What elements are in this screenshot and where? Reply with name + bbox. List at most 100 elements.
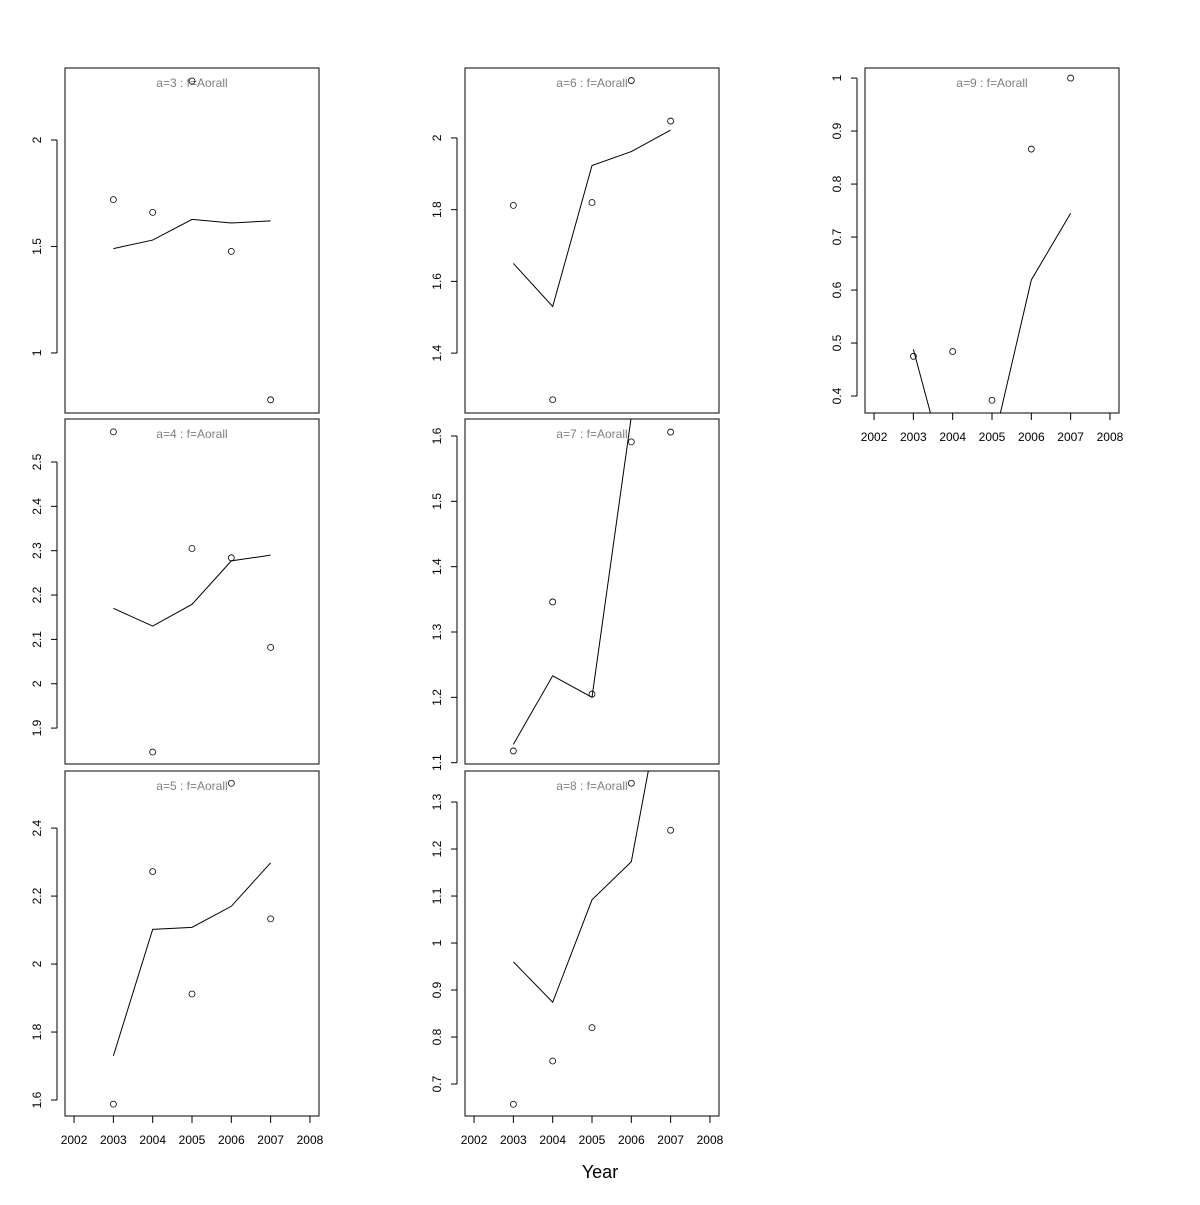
plot-area [109, 428, 275, 756]
plot-area [509, 771, 675, 1108]
x-axis-label: Year [582, 1162, 618, 1182]
x-tick-label: 2006 [1018, 430, 1045, 444]
y-tick-label: 1 [30, 349, 44, 356]
x-tick-label: 2005 [179, 1133, 206, 1147]
x-tick-label: 2007 [657, 1133, 684, 1147]
data-point [509, 201, 517, 209]
y-tick-label: 1.2 [430, 840, 444, 857]
x-tick-label: 2002 [861, 430, 888, 444]
y-tick-label: 0.6 [830, 281, 844, 298]
y-tick-label: 1.5 [430, 493, 444, 510]
y-tick-label: 1.2 [430, 689, 444, 706]
plot-area [909, 74, 1075, 413]
panel-frame [464, 418, 720, 765]
data-point [267, 396, 275, 404]
y-tick-label: 1.4 [430, 344, 444, 361]
x-tick-label: 2003 [900, 430, 927, 444]
data-point [549, 396, 557, 404]
data-point [1067, 74, 1075, 82]
y-tick-label: 2.2 [30, 586, 44, 603]
data-point [588, 1024, 596, 1032]
fit-line [112, 862, 272, 1056]
data-point [509, 1100, 517, 1108]
x-tick-label: 2006 [618, 1133, 645, 1147]
fit-line [512, 419, 632, 745]
y-tick-label: 1.3 [430, 623, 444, 640]
x-tick-label: 2004 [139, 1133, 166, 1147]
y-tick-label: 1.1 [430, 887, 444, 904]
plot-area [509, 77, 675, 404]
data-point [667, 428, 675, 436]
data-point [988, 396, 996, 404]
y-tick-label: 0.7 [830, 228, 844, 245]
x-tick-label: 2008 [297, 1133, 324, 1147]
y-tick-label: 2.5 [30, 453, 44, 470]
fit-line [512, 129, 671, 308]
y-tick-label: 0.4 [830, 387, 844, 404]
data-point [109, 1100, 117, 1108]
panel-frame [464, 770, 720, 1117]
x-tick-label: 2005 [979, 430, 1006, 444]
x-tick-label: 2008 [697, 1133, 724, 1147]
data-point [588, 199, 596, 206]
y-tick-label: 2.1 [30, 631, 44, 648]
data-point [667, 826, 675, 834]
data-point [949, 348, 957, 355]
y-tick-label: 0.8 [430, 1028, 444, 1045]
y-tick-label: 0.9 [430, 981, 444, 998]
data-point [109, 428, 117, 436]
x-tick-label: 2002 [61, 1133, 88, 1147]
panel-title: a=5 : f=Aorall [156, 779, 227, 793]
data-point [267, 643, 275, 651]
y-tick-label: 1.8 [30, 1023, 44, 1040]
y-tick-label: 1.1 [430, 754, 444, 771]
y-tick-label: 1 [430, 939, 444, 946]
data-point [627, 779, 635, 787]
data-point [188, 545, 196, 552]
panel-frame [64, 418, 320, 765]
y-tick-label: 1.6 [30, 1091, 44, 1108]
fit-line [513, 771, 649, 1004]
x-tick-label: 2003 [500, 1133, 527, 1147]
x-tick-label: 2006 [218, 1133, 245, 1147]
y-tick-label: 1.6 [430, 273, 444, 290]
data-point [549, 598, 557, 606]
y-tick-label: 2 [30, 960, 44, 967]
panel-title: a=3 : f=Aorall [156, 76, 227, 90]
data-point [227, 779, 235, 787]
panel-frame [64, 67, 320, 414]
plot-area [109, 779, 275, 1108]
panel-frame [464, 67, 720, 414]
x-tick-label: 2003 [100, 1133, 127, 1147]
fit-line [113, 554, 271, 627]
data-point [149, 208, 157, 216]
y-tick-label: 0.9 [830, 122, 844, 139]
data-point [227, 247, 235, 255]
x-tick-label: 2007 [257, 1133, 284, 1147]
y-tick-label: 1 [830, 74, 844, 81]
y-tick-label: 2.4 [30, 819, 44, 836]
data-point [109, 196, 117, 204]
panel-title: a=8 : f=Aorall [556, 779, 627, 793]
data-point [909, 352, 917, 360]
panel-frame [64, 770, 320, 1117]
y-tick-label: 1.8 [430, 201, 444, 218]
data-point [549, 1057, 557, 1065]
data-point [667, 117, 675, 125]
y-tick-label: 1.9 [30, 719, 44, 736]
data-point [149, 868, 157, 876]
y-tick-label: 1.4 [430, 558, 444, 575]
panel-frame [864, 67, 1120, 414]
y-tick-label: 1.5 [30, 238, 44, 255]
plot-area [109, 77, 275, 404]
y-tick-label: 1.6 [430, 427, 444, 444]
x-tick-label: 2004 [539, 1133, 566, 1147]
data-point [267, 915, 275, 923]
data-point [227, 554, 235, 562]
x-tick-label: 2005 [579, 1133, 606, 1147]
x-tick-label: 2008 [1097, 430, 1124, 444]
y-tick-label: 1.3 [430, 793, 444, 810]
data-point [509, 747, 517, 755]
y-tick-label: 2 [30, 136, 44, 143]
